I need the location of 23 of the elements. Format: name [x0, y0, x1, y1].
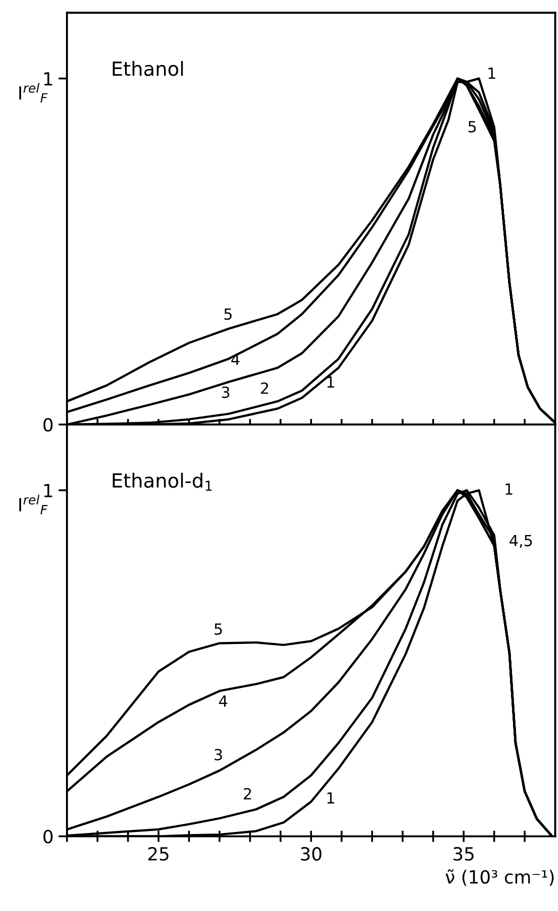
annotation: 5	[224, 308, 232, 320]
annotation: 1	[506, 483, 512, 495]
annotation: 4	[219, 696, 228, 707]
annotation: 3	[214, 748, 222, 760]
y-tick-label: 0	[43, 418, 53, 432]
annotation: 2	[260, 382, 268, 394]
annotation: 1	[327, 792, 334, 804]
annotation: 2	[244, 788, 251, 800]
text: Ethanol	[112, 60, 183, 76]
y-tick-label: 1	[44, 484, 52, 498]
annotation: 1	[488, 68, 496, 79]
annotation: 5	[468, 121, 476, 132]
annotation: 1	[327, 376, 334, 388]
y-tick-label: 1	[44, 72, 52, 86]
x-tick-label: 25	[148, 847, 168, 861]
annotation: 3	[222, 386, 230, 398]
annotation: 4,5	[510, 534, 532, 548]
x-tick-label: 35	[454, 847, 474, 861]
text: Ethanol-d$_{1}$	[112, 472, 212, 491]
x-tick-label: 30	[300, 847, 322, 861]
annotation: 5	[214, 623, 222, 635]
x-axis-title: ν̃ (10³ cm⁻¹)	[446, 869, 554, 886]
y-tick-label: 0	[43, 830, 53, 844]
